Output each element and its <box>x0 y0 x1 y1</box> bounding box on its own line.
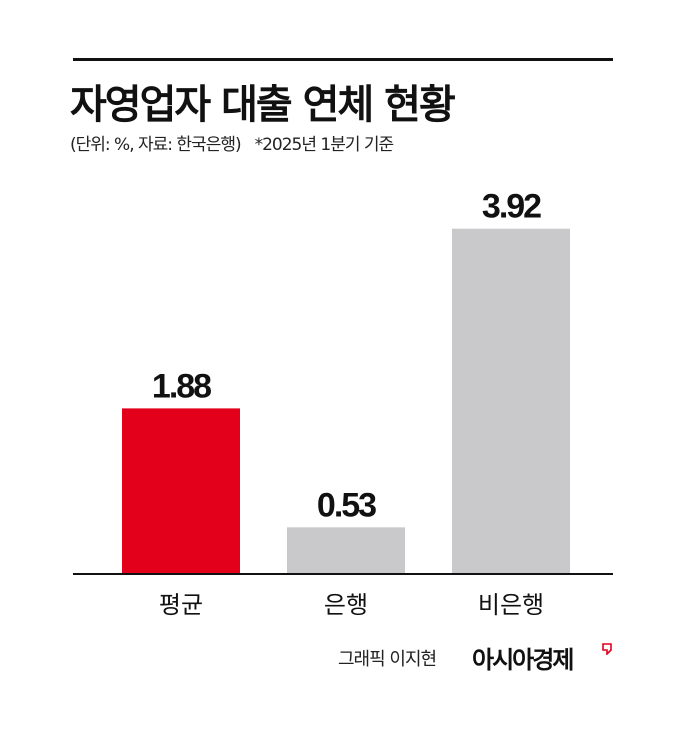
category-label-2: 비은행 <box>478 591 544 619</box>
category-label-0: 평균 <box>159 591 203 619</box>
bar-value-label-1: 0.53 <box>317 486 376 524</box>
bar-2 <box>452 228 570 575</box>
chart-title: 자영업자 대출 연체 현황 <box>70 82 456 128</box>
bar-value-label-0: 1.88 <box>152 367 211 405</box>
bar-1 <box>287 527 405 574</box>
brand-flag-icon <box>602 643 612 655</box>
bar-0 <box>122 408 240 574</box>
graphic-credit: 그래픽 이지현 <box>338 649 437 670</box>
bars-layer: 1.88 평균 0.53 은행 3.92 비은행 <box>122 188 570 619</box>
bar-value-label-2: 3.92 <box>482 188 541 226</box>
chart-subtitle: (단위: %, 자료: 한국은행) *2025년 1분기 기준 <box>70 130 395 155</box>
category-label-1: 은행 <box>324 591 368 619</box>
top-rule <box>73 58 613 61</box>
unit-source-text: (단위: %, 자료: 한국은행) <box>70 135 242 155</box>
reference-note: *2025년 1분기 기준 <box>254 135 395 155</box>
brand-logo-text: 아시아경제 <box>472 646 574 674</box>
